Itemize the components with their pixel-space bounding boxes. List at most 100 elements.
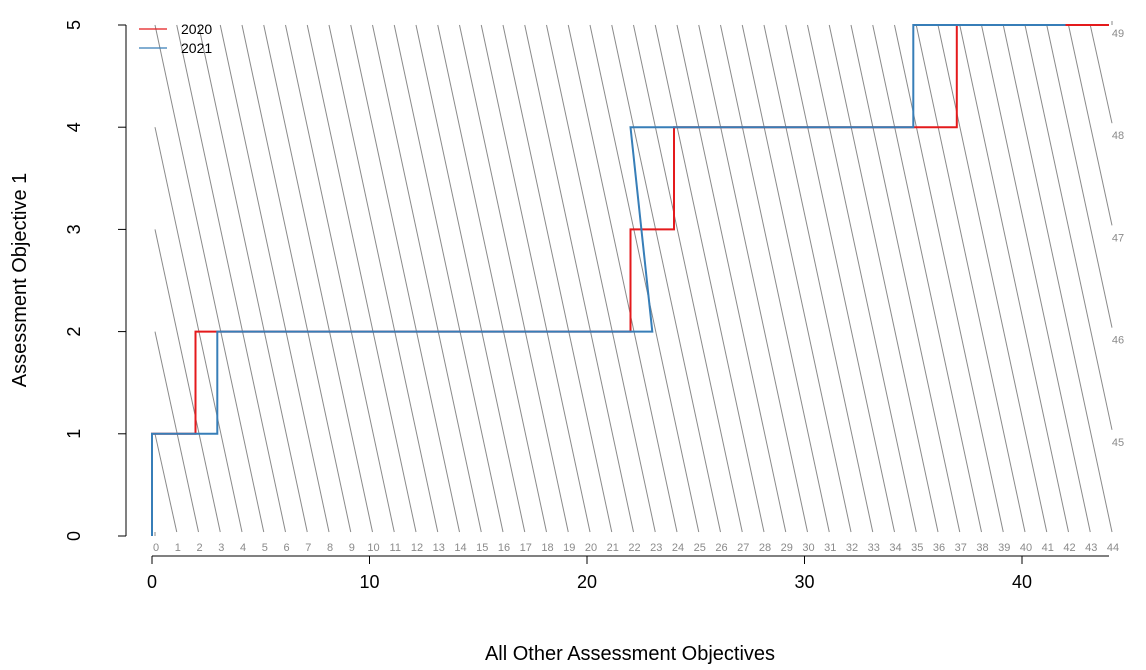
y-tick-label: 0	[64, 531, 84, 541]
total-line-28	[654, 24, 765, 533]
total-line-2	[154, 331, 199, 533]
total-line-label-45: 45	[1112, 437, 1124, 449]
total-line-label-18: 18	[541, 542, 553, 554]
total-line-46	[1046, 24, 1113, 328]
total-line-label-4: 4	[240, 542, 246, 554]
total-line-9	[241, 24, 352, 533]
y-ticks: 0 1 2 3 4 5	[64, 20, 126, 541]
total-line-34	[785, 24, 895, 533]
total-line-35	[807, 24, 917, 533]
total-line-25	[589, 24, 700, 533]
total-line-label-1: 1	[175, 542, 181, 554]
y-tick-label: 3	[64, 224, 84, 234]
total-line-39	[894, 24, 1004, 533]
total-line-label-49: 49	[1112, 28, 1124, 40]
series-lines	[151, 24, 1109, 536]
total-line-label-31: 31	[824, 542, 836, 554]
total-line-10	[263, 24, 373, 533]
total-line-label-26: 26	[715, 542, 727, 554]
x-tick-label: 10	[359, 572, 379, 592]
total-line-3	[154, 229, 221, 533]
y-tick-label: 4	[64, 122, 84, 132]
total-line-label-29: 29	[781, 542, 793, 554]
total-line-47	[1068, 24, 1113, 226]
total-line-30	[698, 24, 808, 533]
total-line-22	[524, 24, 634, 533]
total-line-label-25: 25	[694, 542, 706, 554]
x-axis-title: All Other Assessment Objectives	[485, 643, 775, 665]
legend-label-2020: 2020	[181, 21, 212, 37]
total-line-label-22: 22	[628, 542, 640, 554]
y-axis-title: Assessment Objective 1	[9, 173, 31, 388]
total-line-label-34: 34	[889, 542, 901, 554]
total-line-label-20: 20	[585, 542, 597, 554]
total-line-19	[459, 24, 569, 533]
total-line-38	[872, 24, 982, 533]
total-line-37	[850, 24, 961, 533]
total-line-20	[480, 24, 591, 533]
total-line-label-24: 24	[672, 542, 684, 554]
total-line-27	[633, 24, 743, 533]
total-line-label-0: 0	[153, 542, 159, 554]
total-line-label-44: 44	[1107, 542, 1119, 554]
total-line-4	[154, 127, 243, 533]
total-line-18	[437, 24, 547, 533]
total-line-16	[393, 24, 504, 533]
total-line-label-8: 8	[327, 542, 333, 554]
total-line-45	[1024, 24, 1113, 430]
total-line-1	[154, 433, 178, 533]
total-line-17	[415, 24, 526, 533]
total-line-label-47: 47	[1112, 232, 1124, 244]
y-tick-label: 2	[64, 327, 84, 337]
total-line-26	[611, 24, 721, 533]
total-line-label-3: 3	[218, 542, 224, 554]
total-line-label-37: 37	[955, 542, 967, 554]
total-line-23	[546, 24, 656, 533]
total-line-21	[502, 24, 613, 533]
y-tick-label: 5	[64, 20, 84, 30]
total-line-36	[828, 24, 939, 533]
total-line-label-30: 30	[802, 542, 814, 554]
total-line-label-10: 10	[367, 542, 379, 554]
total-line-12	[306, 24, 417, 533]
total-line-24	[567, 24, 678, 533]
total-line-label-41: 41	[1042, 542, 1054, 554]
axes	[125, 25, 1109, 557]
total-line-29	[676, 24, 787, 533]
total-line-43	[981, 24, 1091, 533]
total-line-44	[1002, 24, 1113, 533]
total-line-label-27: 27	[737, 542, 749, 554]
total-line-label-43: 43	[1085, 542, 1097, 554]
total-line-label-2: 2	[196, 542, 202, 554]
total-line-label-39: 39	[998, 542, 1010, 554]
total-line-label-32: 32	[846, 542, 858, 554]
total-line-label-9: 9	[349, 542, 355, 554]
total-line-41	[937, 24, 1048, 533]
legend: 2020 2021	[139, 21, 212, 56]
series-line-2021	[151, 24, 1066, 536]
total-score-lines: 0 1 2 3 4 5 6 7 8 9 10 11 12 13 14 15 16 17 18 19 20 21 22 23 24…	[153, 21, 1124, 554]
x-tick-label: 30	[794, 572, 814, 592]
total-line-6	[176, 24, 286, 533]
total-line-48	[1089, 24, 1113, 124]
total-line-label-33: 33	[868, 542, 880, 554]
total-line-32	[741, 24, 852, 533]
total-line-label-5: 5	[262, 542, 268, 554]
total-line-label-40: 40	[1020, 542, 1032, 554]
total-line-label-35: 35	[911, 542, 923, 554]
total-line-label-36: 36	[933, 542, 945, 554]
total-line-8	[219, 24, 330, 533]
x-tick-label: 20	[577, 572, 597, 592]
total-line-label-6: 6	[283, 542, 289, 554]
total-line-label-23: 23	[650, 542, 662, 554]
y-tick-label: 1	[64, 429, 84, 439]
x-ticks: 0 10 20 30 40	[147, 556, 1032, 592]
total-line-label-12: 12	[411, 542, 423, 554]
total-line-label-7: 7	[305, 542, 311, 554]
total-line-31	[720, 24, 830, 533]
total-line-5	[154, 24, 265, 533]
total-line-label-13: 13	[433, 542, 445, 554]
total-line-label-11: 11	[390, 542, 401, 554]
legend-label-2021: 2021	[181, 40, 212, 56]
total-line-42	[959, 24, 1069, 533]
